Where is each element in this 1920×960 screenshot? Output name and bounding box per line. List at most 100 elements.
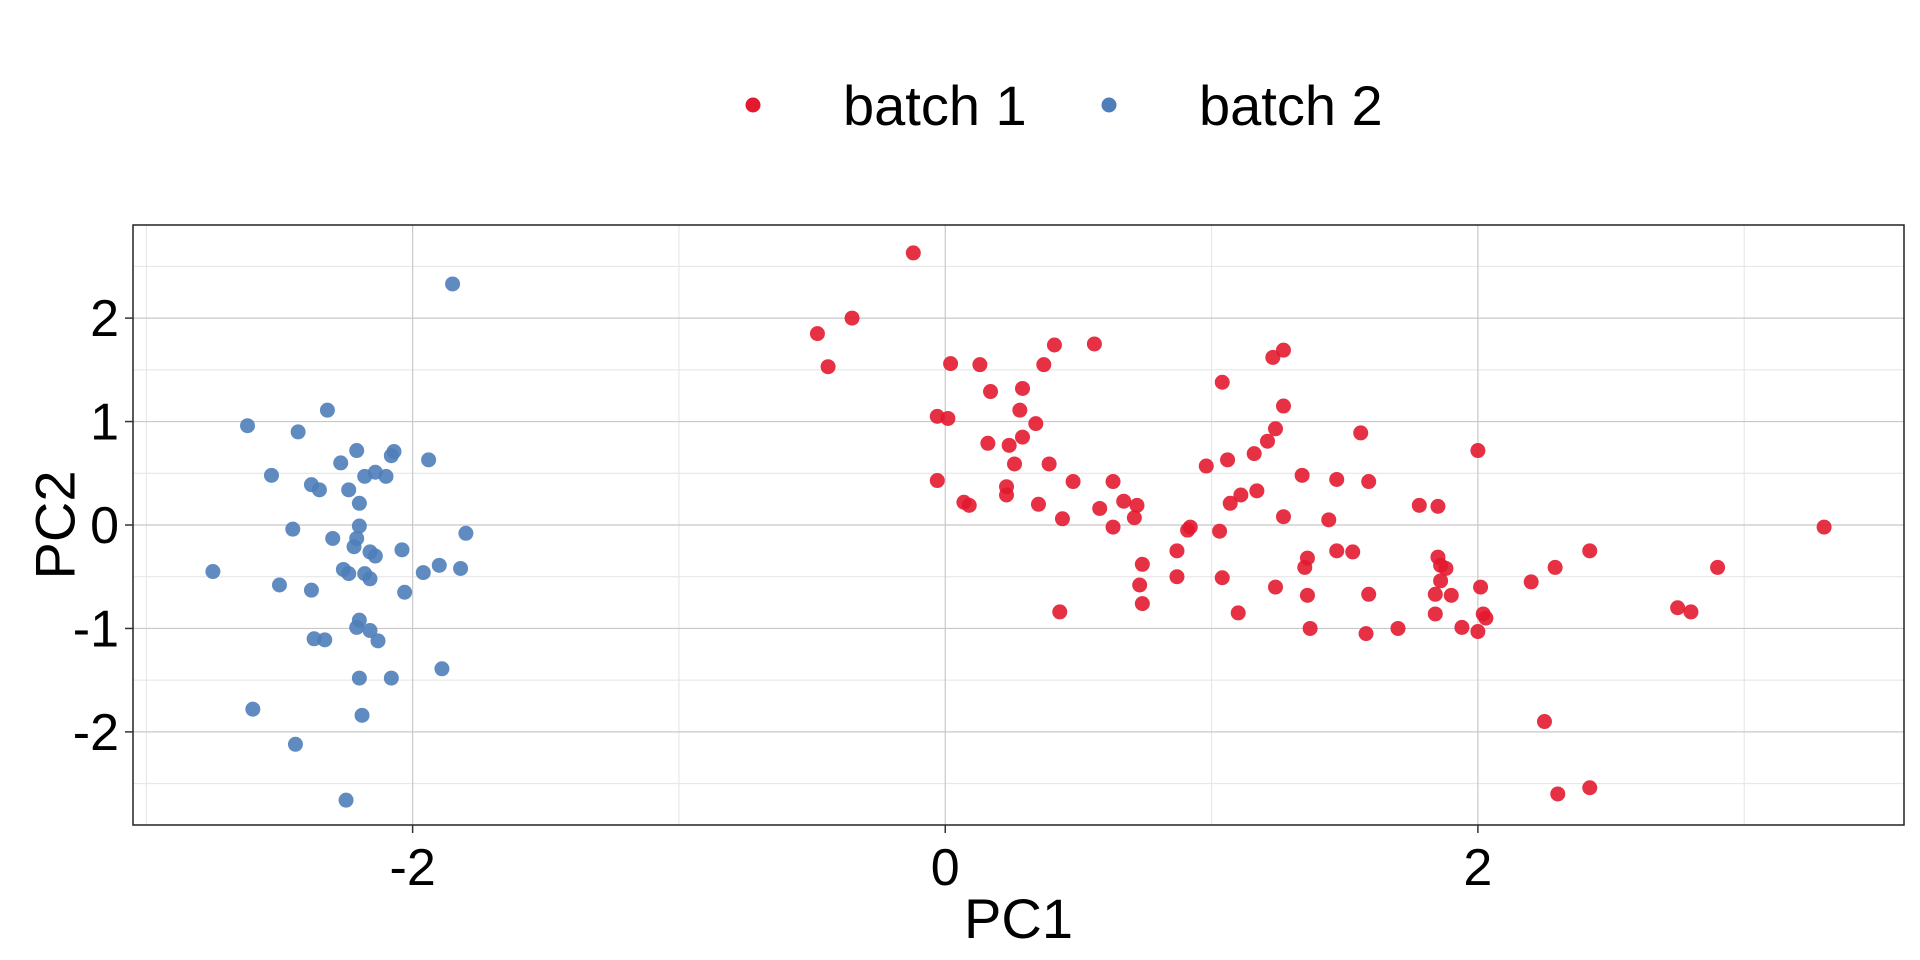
data-point-batch-1 xyxy=(1028,416,1044,432)
data-point-batch-1 xyxy=(1198,458,1214,474)
data-point-batch-1 xyxy=(940,410,956,426)
data-point-batch-1 xyxy=(1582,780,1598,796)
data-point-batch-1 xyxy=(1329,543,1345,559)
data-point-batch-2 xyxy=(415,565,431,581)
data-point-batch-1 xyxy=(1430,498,1446,514)
data-point-batch-2 xyxy=(205,564,221,580)
data-point-batch-2 xyxy=(240,418,256,434)
data-point-batch-1 xyxy=(1353,425,1369,441)
data-point-batch-1 xyxy=(1438,560,1454,576)
data-point-batch-1 xyxy=(1683,604,1699,620)
data-point-batch-2 xyxy=(349,443,365,459)
data-point-batch-2 xyxy=(351,518,367,534)
data-point-batch-1 xyxy=(1321,512,1337,528)
y-tick-label: -1 xyxy=(73,600,119,658)
data-point-batch-1 xyxy=(1329,471,1345,487)
data-point-batch-2 xyxy=(325,530,341,546)
data-point-batch-2 xyxy=(362,571,378,587)
data-point-batch-1 xyxy=(1126,510,1142,526)
data-point-batch-1 xyxy=(1361,474,1377,490)
data-point-batch-1 xyxy=(1132,577,1148,593)
data-point-batch-1 xyxy=(1433,573,1449,589)
data-point-batch-1 xyxy=(1454,619,1470,635)
data-point-batch-1 xyxy=(1390,620,1406,636)
data-point-batch-1 xyxy=(1007,456,1023,472)
y-tick-label: 0 xyxy=(90,497,119,555)
data-point-batch-1 xyxy=(1134,556,1150,572)
data-point-batch-2 xyxy=(303,582,319,598)
data-point-batch-1 xyxy=(1267,421,1283,437)
data-point-batch-2 xyxy=(311,482,327,498)
data-point-batch-1 xyxy=(1816,519,1832,535)
x-tick-label: -2 xyxy=(390,839,436,897)
x-tick-label: 0 xyxy=(931,839,960,897)
data-point-batch-1 xyxy=(1086,336,1102,352)
data-point-batch-1 xyxy=(1523,574,1539,590)
data-point-batch-1 xyxy=(1275,398,1291,414)
data-point-batch-1 xyxy=(844,310,860,326)
data-point-batch-1 xyxy=(1358,626,1374,642)
data-point-batch-1 xyxy=(1294,467,1310,483)
data-point-batch-1 xyxy=(929,473,945,489)
data-point-batch-2 xyxy=(421,452,437,468)
data-point-batch-1 xyxy=(1473,579,1489,595)
data-point-batch-1 xyxy=(1212,523,1228,539)
data-point-batch-1 xyxy=(972,357,988,373)
data-point-batch-2 xyxy=(341,482,357,498)
data-point-batch-1 xyxy=(1275,509,1291,525)
data-point-batch-2 xyxy=(434,661,450,677)
data-point-batch-1 xyxy=(1230,605,1246,621)
data-point-batch-1 xyxy=(1054,511,1070,527)
data-point-batch-1 xyxy=(1180,522,1196,538)
data-point-batch-1 xyxy=(1041,456,1057,472)
data-points xyxy=(205,245,1832,808)
axis-ticks: -2 0 2 -2 -1 0 1 2 xyxy=(73,290,1493,897)
data-point-batch-1 xyxy=(943,356,959,372)
data-point-batch-1 xyxy=(1014,429,1030,445)
data-point-batch-2 xyxy=(386,444,402,460)
data-point-batch-2 xyxy=(362,623,378,639)
data-point-batch-1 xyxy=(1105,519,1121,535)
data-point-batch-1 xyxy=(820,359,836,375)
data-point-batch-1 xyxy=(1547,559,1563,575)
data-point-batch-1 xyxy=(1030,496,1046,512)
data-point-batch-1 xyxy=(1105,474,1121,490)
data-point-batch-2 xyxy=(333,455,349,471)
y-tick-label: -2 xyxy=(73,704,119,762)
data-point-batch-2 xyxy=(458,525,474,541)
data-point-batch-1 xyxy=(1670,600,1686,616)
data-point-batch-2 xyxy=(431,557,447,573)
data-point-batch-2 xyxy=(351,495,367,511)
data-point-batch-1 xyxy=(1299,550,1315,566)
data-point-batch-1 xyxy=(809,326,825,342)
data-point-batch-2 xyxy=(341,566,357,582)
data-point-batch-1 xyxy=(1267,579,1283,595)
data-point-batch-1 xyxy=(1345,544,1361,560)
data-point-batch-2 xyxy=(317,632,333,648)
data-point-batch-2 xyxy=(351,670,367,686)
data-point-batch-1 xyxy=(1036,357,1052,373)
data-point-batch-1 xyxy=(1001,437,1017,453)
data-point-batch-1 xyxy=(1550,786,1566,802)
data-point-batch-1 xyxy=(1275,342,1291,358)
y-tick-label: 2 xyxy=(90,290,119,348)
data-point-batch-1 xyxy=(1302,620,1318,636)
data-point-batch-1 xyxy=(1214,570,1230,586)
data-point-batch-2 xyxy=(383,670,399,686)
data-point-batch-1 xyxy=(1249,483,1265,499)
data-point-batch-1 xyxy=(1169,569,1185,585)
data-point-batch-1 xyxy=(999,487,1015,503)
legend-label-batch-1: batch 1 xyxy=(843,74,1027,137)
x-axis-title: PC1 xyxy=(964,887,1073,950)
data-point-batch-2 xyxy=(319,402,335,418)
data-point-batch-1 xyxy=(1411,497,1427,513)
data-point-batch-1 xyxy=(1536,714,1552,730)
data-point-batch-1 xyxy=(1246,446,1262,462)
data-point-batch-1 xyxy=(1470,624,1486,640)
data-point-batch-1 xyxy=(1710,559,1726,575)
data-point-batch-2 xyxy=(290,424,306,440)
y-tick-label: 1 xyxy=(90,394,119,452)
data-point-batch-1 xyxy=(1169,543,1185,559)
data-point-batch-1 xyxy=(1222,495,1238,511)
